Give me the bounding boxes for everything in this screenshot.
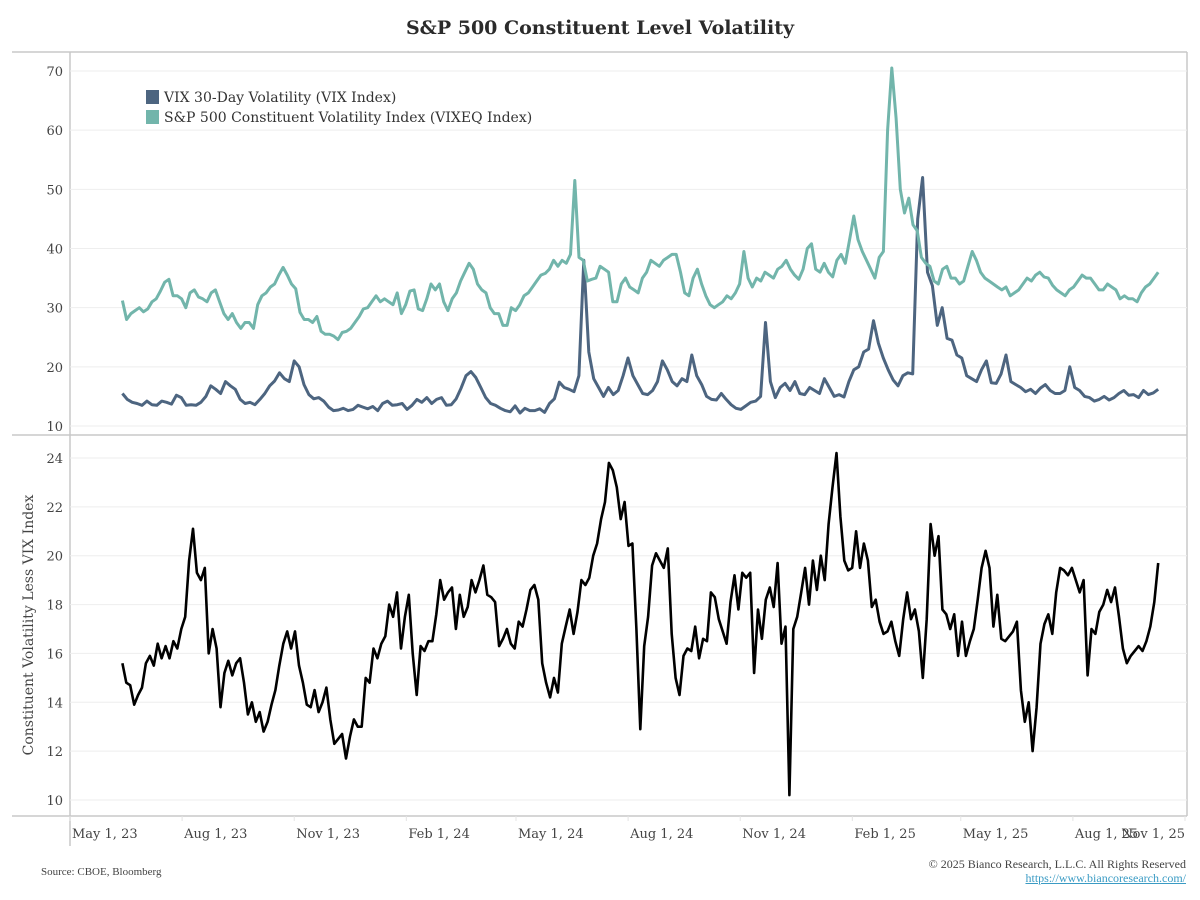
- y-tick-label: 22: [46, 501, 63, 516]
- website-link[interactable]: https://www.biancoresearch.com/: [1025, 871, 1186, 885]
- x-tick-label: Feb 1, 24: [408, 827, 470, 842]
- legend-swatch: [146, 110, 159, 124]
- y-axis-top: 10 20 30 40 50 60 70: [46, 65, 63, 435]
- x-tick-label: Nov 1, 25: [1121, 827, 1185, 842]
- x-tick-label: Nov 1, 24: [742, 827, 806, 842]
- legend: VIX 30-Day Volatility (VIX Index) S&P 500…: [146, 90, 532, 126]
- y-tick-label: 50: [46, 183, 63, 198]
- series-lines: [120, 66, 1160, 797]
- y-tick-label: 18: [46, 599, 63, 614]
- x-axis: May 1, 23 Aug 1, 23 Nov 1, 23 Feb 1, 24 May …: [69, 816, 1186, 842]
- legend-swatch: [146, 90, 159, 104]
- series-line-constituent-volatility-less-vix-index: [121, 451, 1160, 797]
- y-tick-label: 16: [46, 647, 63, 662]
- chart-frame: [12, 51, 1188, 846]
- y-tick-label: 20: [46, 550, 63, 565]
- y-tick-label: 70: [46, 65, 63, 80]
- x-tick-label: Feb 1, 25: [854, 827, 916, 842]
- source-note: Source: CBOE, Bloomberg: [41, 866, 162, 878]
- x-tick-label: Aug 1, 23: [183, 827, 247, 842]
- y-tick-label: 10: [46, 420, 63, 435]
- chart-title: S&P 500 Constituent Level Volatility: [405, 17, 795, 39]
- y-tick-label: 12: [46, 745, 63, 760]
- series-line-vix-30-day-volatility-vix-index: [121, 176, 1160, 415]
- y-tick-label: 20: [46, 361, 63, 376]
- gridlines: [70, 70, 1187, 801]
- copyright-note: © 2025 Bianco Research, L.L.C. All Right…: [928, 857, 1186, 871]
- y-axis-bottom: 10 12 14 16 18 20 22 24: [46, 452, 63, 809]
- y-tick-label: 24: [46, 452, 63, 467]
- y-tick-label: 30: [46, 302, 63, 317]
- x-tick-label: Aug 1, 25: [1074, 827, 1138, 842]
- y-tick-label: 14: [46, 696, 63, 711]
- x-tick-label: Aug 1, 24: [629, 827, 693, 842]
- series-line-s-p-500-constituent-volatility-index-vixeq-index: [120, 66, 1160, 342]
- x-tick-label: May 1, 25: [963, 827, 1029, 842]
- y-tick-label: 10: [46, 794, 63, 809]
- y-tick-label: 60: [46, 124, 63, 139]
- x-tick-label: Nov 1, 23: [296, 827, 360, 842]
- y-tick-label: 40: [46, 243, 63, 258]
- legend-label: VIX 30-Day Volatility (VIX Index): [163, 90, 396, 106]
- x-tick-label: May 1, 23: [72, 827, 138, 842]
- x-tick-label: May 1, 24: [518, 827, 584, 842]
- y-axis-title-bottom: Constituent Volatility Less VIX Index: [21, 495, 37, 756]
- legend-label: S&P 500 Constituent Volatility Index (VI…: [164, 110, 532, 126]
